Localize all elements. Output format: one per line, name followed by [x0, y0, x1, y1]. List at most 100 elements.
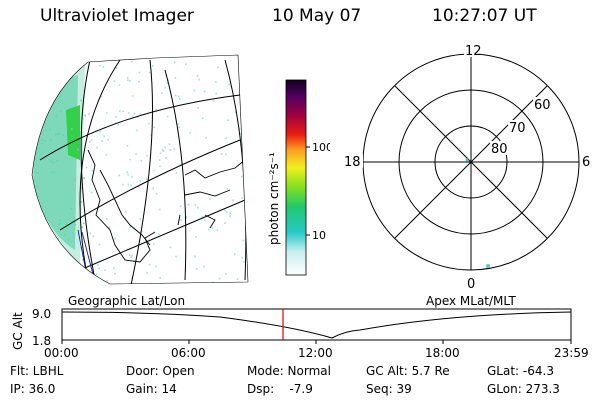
noise-pixel: [91, 169, 94, 172]
glon-info: GLon: 273.3: [487, 382, 560, 396]
noise-pixel: [30, 170, 32, 172]
noise-pixel: [99, 130, 102, 133]
noise-pixel: [131, 176, 133, 178]
noise-pixel: [161, 149, 164, 151]
noise-pixel: [156, 192, 158, 195]
noise-pixel: [162, 150, 165, 152]
noise-pixel: [146, 272, 148, 274]
noise-pixel: [152, 243, 155, 245]
noise-pixel: [84, 114, 87, 117]
noise-pixel: [227, 119, 229, 122]
noise-pixel: [135, 153, 137, 155]
noise-pixel: [150, 134, 152, 136]
noise-pixel: [215, 283, 217, 284]
noise-pixel: [48, 75, 50, 77]
noise-pixel: [205, 136, 207, 139]
noise-pixel: [240, 133, 242, 135]
noise-pixel: [104, 269, 106, 271]
noise-pixel: [224, 153, 227, 156]
noise-pixel: [220, 153, 223, 155]
noise-pixel: [88, 275, 91, 277]
noise-pixel: [40, 152, 43, 155]
noise-pixel: [198, 78, 201, 81]
noise-pixel: [209, 198, 211, 200]
noise-pixel: [174, 61, 176, 64]
noise-pixel: [127, 79, 129, 81]
noise-pixel: [74, 223, 76, 226]
noise-pixel: [56, 160, 59, 162]
noise-pixel: [81, 226, 83, 229]
noise-pixel: [195, 236, 197, 238]
noise-pixel: [138, 80, 140, 83]
noise-pixel: [52, 162, 55, 164]
noise-pixel: [201, 215, 204, 218]
noise-pixel: [138, 71, 141, 74]
noise-pixel: [34, 129, 36, 132]
altitude-tick-1-8: 1.8: [32, 334, 51, 348]
time-label: 10:27:07 UT: [432, 6, 537, 26]
geographic-image: [30, 54, 249, 287]
noise-pixel: [194, 204, 196, 206]
noise-pixel: [85, 166, 88, 169]
noise-pixel: [32, 230, 34, 232]
noise-pixel: [102, 66, 105, 68]
noise-pixel: [212, 100, 215, 102]
noise-pixel: [82, 222, 85, 225]
noise-pixel: [155, 265, 157, 268]
noise-pixel: [103, 135, 105, 138]
altitude-axis-label: GC Alt: [11, 312, 25, 350]
noise-pixel: [119, 110, 121, 112]
noise-pixel: [164, 86, 166, 89]
noise-pixel: [98, 267, 101, 270]
noise-pixel: [42, 117, 45, 120]
noise-pixel: [67, 281, 70, 284]
noise-pixel: [100, 95, 103, 98]
noise-pixel: [179, 205, 182, 208]
altitude-curve: [61, 311, 572, 339]
noise-pixel: [105, 153, 108, 156]
noise-pixel: [130, 256, 132, 258]
noise-pixel: [41, 139, 43, 141]
noise-pixel: [49, 139, 52, 141]
noise-pixel: [36, 195, 39, 197]
noise-pixel: [146, 154, 148, 157]
noise-pixel: [130, 60, 133, 63]
noise-pixel: [71, 128, 73, 130]
noise-pixel: [80, 201, 83, 203]
noise-pixel: [44, 140, 46, 142]
gc-alt-info: GC Alt: 5.7 Re: [366, 364, 450, 378]
noise-pixel: [57, 147, 59, 150]
noise-pixel: [53, 171, 56, 174]
noise-pixel: [37, 147, 40, 150]
noise-pixel: [228, 83, 230, 86]
colorbar: 100 10 photon cm⁻²s⁻¹: [267, 79, 330, 276]
noise-pixel: [50, 171, 52, 173]
noise-pixel: [167, 115, 169, 118]
noise-pixel: [88, 140, 91, 143]
noise-pixel: [113, 267, 115, 270]
polar-plot: 12 18 6 0 60 70 80: [343, 43, 593, 292]
noise-pixel: [216, 229, 219, 231]
noise-pixel: [126, 77, 129, 79]
noise-pixel: [126, 144, 129, 147]
instrument-title: Ultraviolet Imager: [40, 6, 194, 26]
noise-pixel: [127, 173, 130, 176]
noise-pixel: [165, 157, 167, 159]
noise-pixel: [168, 143, 171, 145]
noise-pixel: [139, 218, 142, 220]
colorbar-tick-10: 10: [312, 229, 326, 242]
lat-label-80: 80: [491, 142, 508, 157]
noise-pixel: [131, 254, 133, 257]
noise-pixel: [148, 71, 151, 74]
noise-pixel: [218, 277, 221, 280]
noise-pixel: [107, 138, 109, 141]
noise-pixel: [122, 110, 124, 113]
noise-pixel: [55, 114, 57, 117]
mlt-label-18: 18: [344, 155, 361, 170]
noise-pixel: [80, 99, 82, 102]
noise-pixel: [95, 285, 97, 287]
noise-pixel: [130, 277, 133, 280]
noise-pixel: [47, 258, 49, 260]
noise-pixel: [66, 60, 69, 63]
noise-pixel: [52, 152, 54, 155]
